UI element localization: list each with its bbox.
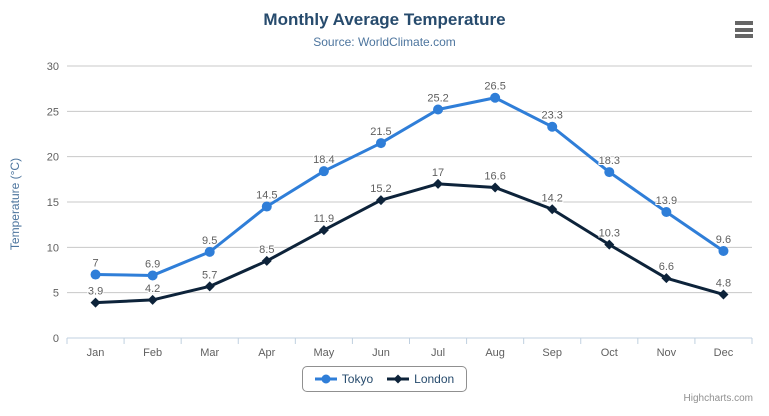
data-label: 9.6 [716, 234, 731, 246]
data-label: 16.6 [484, 170, 505, 182]
data-label: 26.5 [484, 81, 505, 93]
data-label: 3.9 [88, 286, 103, 298]
chart-title: Monthly Average Temperature [263, 10, 506, 29]
x-tick-label: Nov [657, 347, 677, 359]
legend-label: Tokyo [341, 372, 374, 386]
point-marker[interactable] [90, 269, 101, 280]
y-tick-label: 5 [53, 288, 59, 300]
hamburger-bar [735, 21, 753, 25]
data-label: 7 [92, 258, 98, 270]
y-tick-label: 25 [47, 106, 59, 118]
y-tick-label: 0 [53, 333, 59, 345]
point-marker[interactable] [204, 281, 215, 292]
london-series[interactable]: 3.9 4.2 5.7 8.5 11.9 15.2 17 16.6 14.2 10.3 6.6 4.8 [87, 166, 732, 308]
legend-label: London [414, 372, 455, 386]
y-tick-label: 10 [47, 242, 59, 254]
hamburger-menu-icon[interactable] [734, 21, 754, 38]
x-tick-label: Dec [714, 347, 734, 359]
point-marker[interactable] [321, 374, 331, 384]
x-tick-label: Jan [87, 347, 105, 359]
data-label: 18.3 [599, 155, 620, 167]
x-tick-label: Jun [372, 347, 390, 359]
x-tick-label: Apr [258, 347, 275, 359]
point-marker[interactable] [490, 92, 501, 103]
data-label: 17 [432, 167, 444, 179]
data-label: 6.6 [659, 261, 674, 273]
point-marker[interactable] [261, 255, 272, 266]
data-label: 14.5 [256, 190, 277, 202]
point-marker[interactable] [393, 374, 403, 384]
point-marker[interactable] [261, 201, 272, 212]
point-marker[interactable] [318, 225, 329, 236]
data-label: 14.2 [541, 192, 562, 204]
data-label: 21.5 [370, 126, 391, 138]
data-label: 13.9 [656, 195, 677, 207]
x-tick-label: Sep [542, 347, 562, 359]
legend-item-tokyo[interactable]: Tokyo [314, 372, 374, 386]
data-label: 23.3 [541, 110, 562, 122]
point-marker[interactable] [718, 289, 729, 300]
data-label: 4.2 [145, 283, 160, 295]
point-marker[interactable] [375, 195, 386, 206]
x-tick-label: Oct [601, 347, 618, 359]
legend-item-london[interactable]: London [387, 372, 454, 386]
data-label: 5.7 [202, 269, 217, 281]
london-line [94, 182, 725, 305]
point-marker[interactable] [547, 204, 558, 215]
point-marker[interactable] [433, 178, 444, 189]
data-label: 25.2 [427, 93, 448, 105]
point-marker[interactable] [718, 245, 729, 256]
x-tick-label: May [313, 347, 334, 359]
point-marker[interactable] [147, 294, 158, 305]
data-label: 6.9 [145, 258, 160, 270]
circle-marker-icon [314, 374, 337, 384]
chart-subtitle: Source: WorldClimate.com [313, 35, 456, 49]
x-tick-label: Jul [431, 347, 445, 359]
x-tick-label: Mar [200, 347, 219, 359]
point-marker[interactable] [375, 138, 386, 149]
data-label: 18.4 [313, 154, 334, 166]
y-tick-label: 20 [47, 152, 59, 164]
data-label: 4.8 [716, 277, 731, 289]
legend-box: Tokyo London [301, 366, 468, 392]
point-marker[interactable] [90, 297, 101, 308]
data-label: 9.5 [202, 235, 217, 247]
data-label: 8.5 [259, 244, 274, 256]
y-tick-label: 30 [47, 61, 59, 73]
point-marker[interactable] [661, 206, 672, 217]
point-marker[interactable] [318, 166, 329, 177]
legend: Tokyo London [0, 366, 769, 392]
point-marker[interactable] [147, 270, 158, 281]
data-label: 15.2 [370, 183, 391, 195]
x-tick-label: Aug [485, 347, 505, 359]
point-marker[interactable] [604, 239, 615, 250]
y-tick-label: 15 [47, 197, 59, 209]
point-marker[interactable] [547, 121, 558, 132]
point-marker[interactable] [604, 167, 615, 178]
point-marker[interactable] [490, 182, 501, 193]
point-marker[interactable] [433, 104, 444, 115]
tokyo-line [94, 96, 725, 277]
x-tick-label: Feb [143, 347, 162, 359]
data-label: 10.3 [599, 228, 620, 240]
hamburger-bar [735, 27, 753, 32]
point-marker[interactable] [204, 246, 215, 257]
point-marker[interactable] [661, 273, 672, 284]
data-label: 11.9 [314, 213, 335, 225]
hamburger-bar [735, 34, 753, 38]
highcharts-credits-link[interactable]: Highcharts.com [683, 393, 753, 404]
tokyo-series[interactable]: 7 6.9 9.5 14.5 18.4 21.5 25.2 26.5 23.3 18.3 13.9 9… [90, 80, 732, 281]
diamond-marker-icon [387, 374, 410, 384]
